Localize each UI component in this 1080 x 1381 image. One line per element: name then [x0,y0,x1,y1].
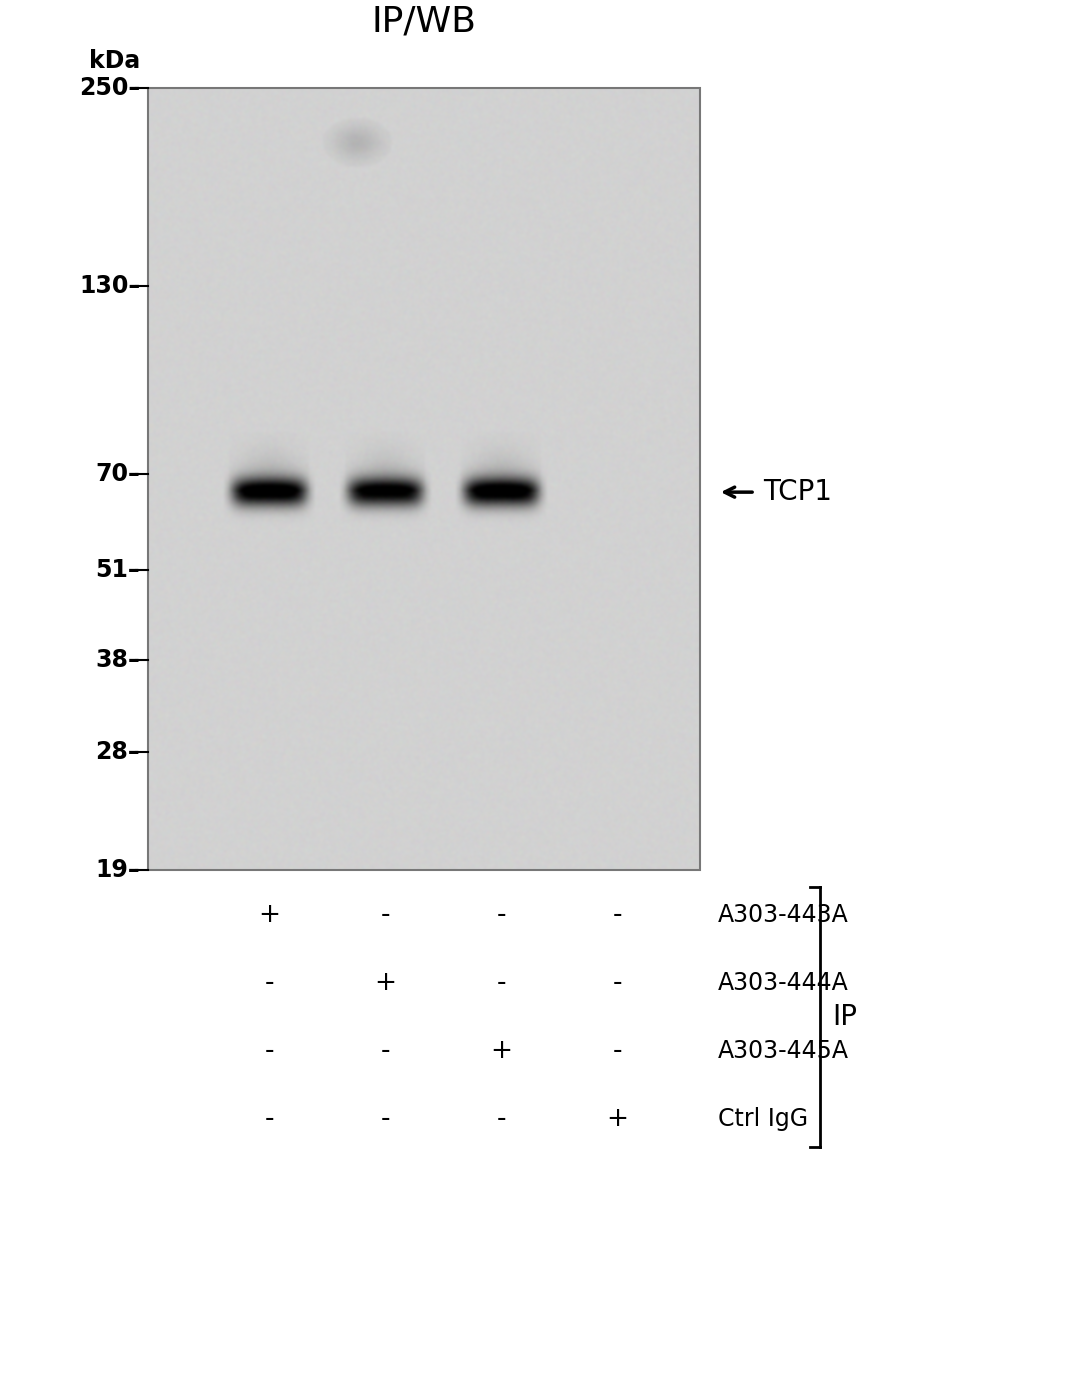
Text: IP/WB: IP/WB [372,4,476,39]
Text: -: - [265,1039,274,1063]
Text: 70–: 70– [95,463,140,486]
Text: +: + [258,902,281,928]
Text: 130–: 130– [79,275,140,298]
Text: A303-444A: A303-444A [718,971,849,994]
Text: kDa: kDa [89,48,140,73]
Text: +: + [606,1106,629,1132]
Text: A303-445A: A303-445A [718,1039,849,1063]
Text: -: - [380,1039,390,1063]
Text: -: - [612,902,622,928]
Text: Ctrl IgG: Ctrl IgG [718,1108,808,1131]
Text: -: - [380,902,390,928]
Text: +: + [490,1039,512,1063]
Text: -: - [380,1106,390,1132]
Text: +: + [375,969,396,996]
Text: -: - [497,902,507,928]
Bar [148,88,700,870]
Text: TCP1: TCP1 [762,478,832,507]
Text: -: - [612,1039,622,1063]
Text: IP: IP [832,1003,858,1032]
Text: -: - [265,969,274,996]
Text: A303-443A: A303-443A [718,903,849,927]
Text: 51–: 51– [95,558,140,583]
Text: -: - [612,969,622,996]
Text: -: - [265,1106,274,1132]
Text: -: - [497,969,507,996]
Text: 28–: 28– [95,740,140,764]
Text: -: - [497,1106,507,1132]
Text: 19–: 19– [95,858,140,882]
Text: 250–: 250– [79,76,140,99]
Text: 38–: 38– [95,648,140,671]
